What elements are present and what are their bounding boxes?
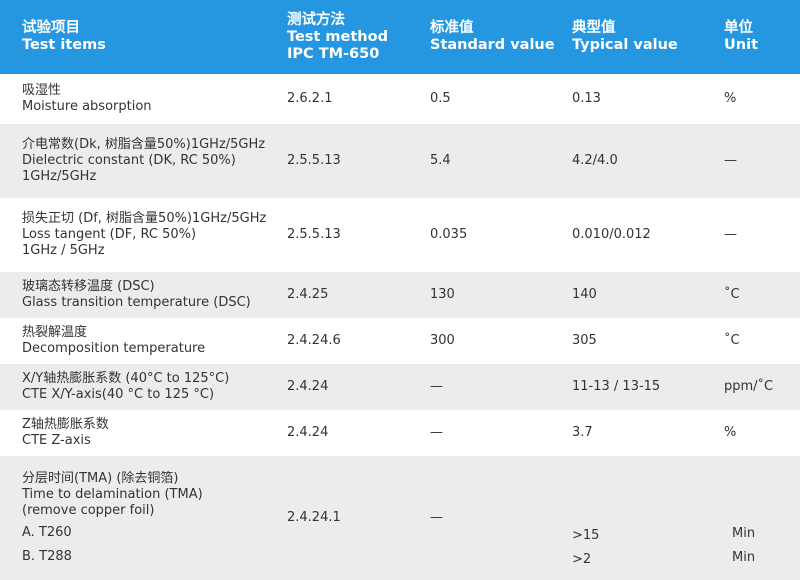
typical-value: 0.13 (572, 91, 601, 106)
typical-value: >15 >2 (572, 528, 600, 567)
unit: — (724, 153, 737, 168)
typical-value: 3.7 (572, 425, 593, 440)
test-item: Z轴热膨胀系数 CTE Z-axis (22, 417, 109, 448)
typical-value: 0.010/0.012 (572, 227, 651, 242)
test-item: 分层时间(TMA) (除去铜箔) Time to delamination (T… (22, 456, 284, 580)
typical-value: 140 (572, 287, 597, 302)
standard-value: 130 (430, 287, 455, 302)
test-item: 热裂解温度 Decomposition temperature (22, 325, 206, 356)
unit: % (724, 91, 737, 106)
unit: — (724, 227, 737, 242)
table-header: 试验项目 Test items 测试方法 Test method IPC TM-… (0, 0, 800, 74)
header-standard-value: 标准值 Standard value (430, 20, 555, 53)
table-row: 分层时间(TMA) (除去铜箔) Time to delamination (T… (0, 456, 800, 580)
table-row: 玻璃态转移温度 (DSC) Glass transition temperatu… (0, 272, 800, 318)
unit: ˚C (724, 333, 740, 348)
standard-value: 0.5 (430, 91, 451, 106)
typical-value: 4.2/4.0 (572, 153, 618, 168)
test-method: 2.4.24.1 (287, 510, 341, 525)
test-item: 玻璃态转移温度 (DSC) Glass transition temperatu… (22, 279, 251, 310)
test-item: 介电常数(Dk, 树脂含量50%)1GHz/5GHz Dielectric co… (22, 137, 266, 184)
test-method: 2.4.25 (287, 287, 329, 302)
standard-value: — (430, 379, 443, 394)
header-test-items: 试验项目 Test items (22, 20, 106, 53)
table-row: 吸湿性 Moisture absorption 2.6.2.1 0.5 0.13… (0, 74, 800, 124)
test-method: 2.6.2.1 (287, 91, 333, 106)
unit: ˚C (724, 287, 740, 302)
sub-item-b: B. T288 (22, 549, 72, 564)
standard-value: — (430, 425, 443, 440)
test-item: 损失正切 (Df, 树脂含量50%)1GHz/5GHz Loss tangent… (22, 211, 267, 258)
table-row: 热裂解温度 Decomposition temperature 2.4.24.6… (0, 318, 800, 364)
typical-value: 11-13 / 13-15 (572, 379, 661, 394)
test-item: X/Y轴热膨胀系数 (40°C to 125°C) CTE X/Y-axis(4… (22, 371, 230, 402)
table-row: Z轴热膨胀系数 CTE Z-axis 2.4.24 — 3.7 % (0, 410, 800, 456)
typical-value: 305 (572, 333, 597, 348)
test-method: 2.5.5.13 (287, 153, 341, 168)
sub-item-a: A. T260 (22, 525, 72, 540)
table-row: 损失正切 (Df, 树脂含量50%)1GHz/5GHz Loss tangent… (0, 198, 800, 272)
standard-value: — (430, 510, 443, 525)
standard-value: 300 (430, 333, 455, 348)
standard-value: 5.4 (430, 153, 451, 168)
test-method: 2.5.5.13 (287, 227, 341, 242)
unit: Min Min (732, 526, 756, 565)
table-row: 介电常数(Dk, 树脂含量50%)1GHz/5GHz Dielectric co… (0, 124, 800, 198)
header-unit: 单位 Unit (724, 20, 758, 53)
test-method: 2.4.24.6 (287, 333, 341, 348)
header-typical-value: 典型值 Typical value (572, 20, 678, 53)
table-row: X/Y轴热膨胀系数 (40°C to 125°C) CTE X/Y-axis(4… (0, 364, 800, 410)
test-item: 吸湿性 Moisture absorption (22, 83, 152, 114)
test-method: 2.4.24 (287, 425, 329, 440)
test-method: 2.4.24 (287, 379, 329, 394)
header-test-method: 测试方法 Test method IPC TM-650 (287, 11, 388, 62)
standard-value: 0.035 (430, 227, 468, 242)
unit: % (724, 425, 737, 440)
unit: ppm/˚C (724, 379, 774, 394)
